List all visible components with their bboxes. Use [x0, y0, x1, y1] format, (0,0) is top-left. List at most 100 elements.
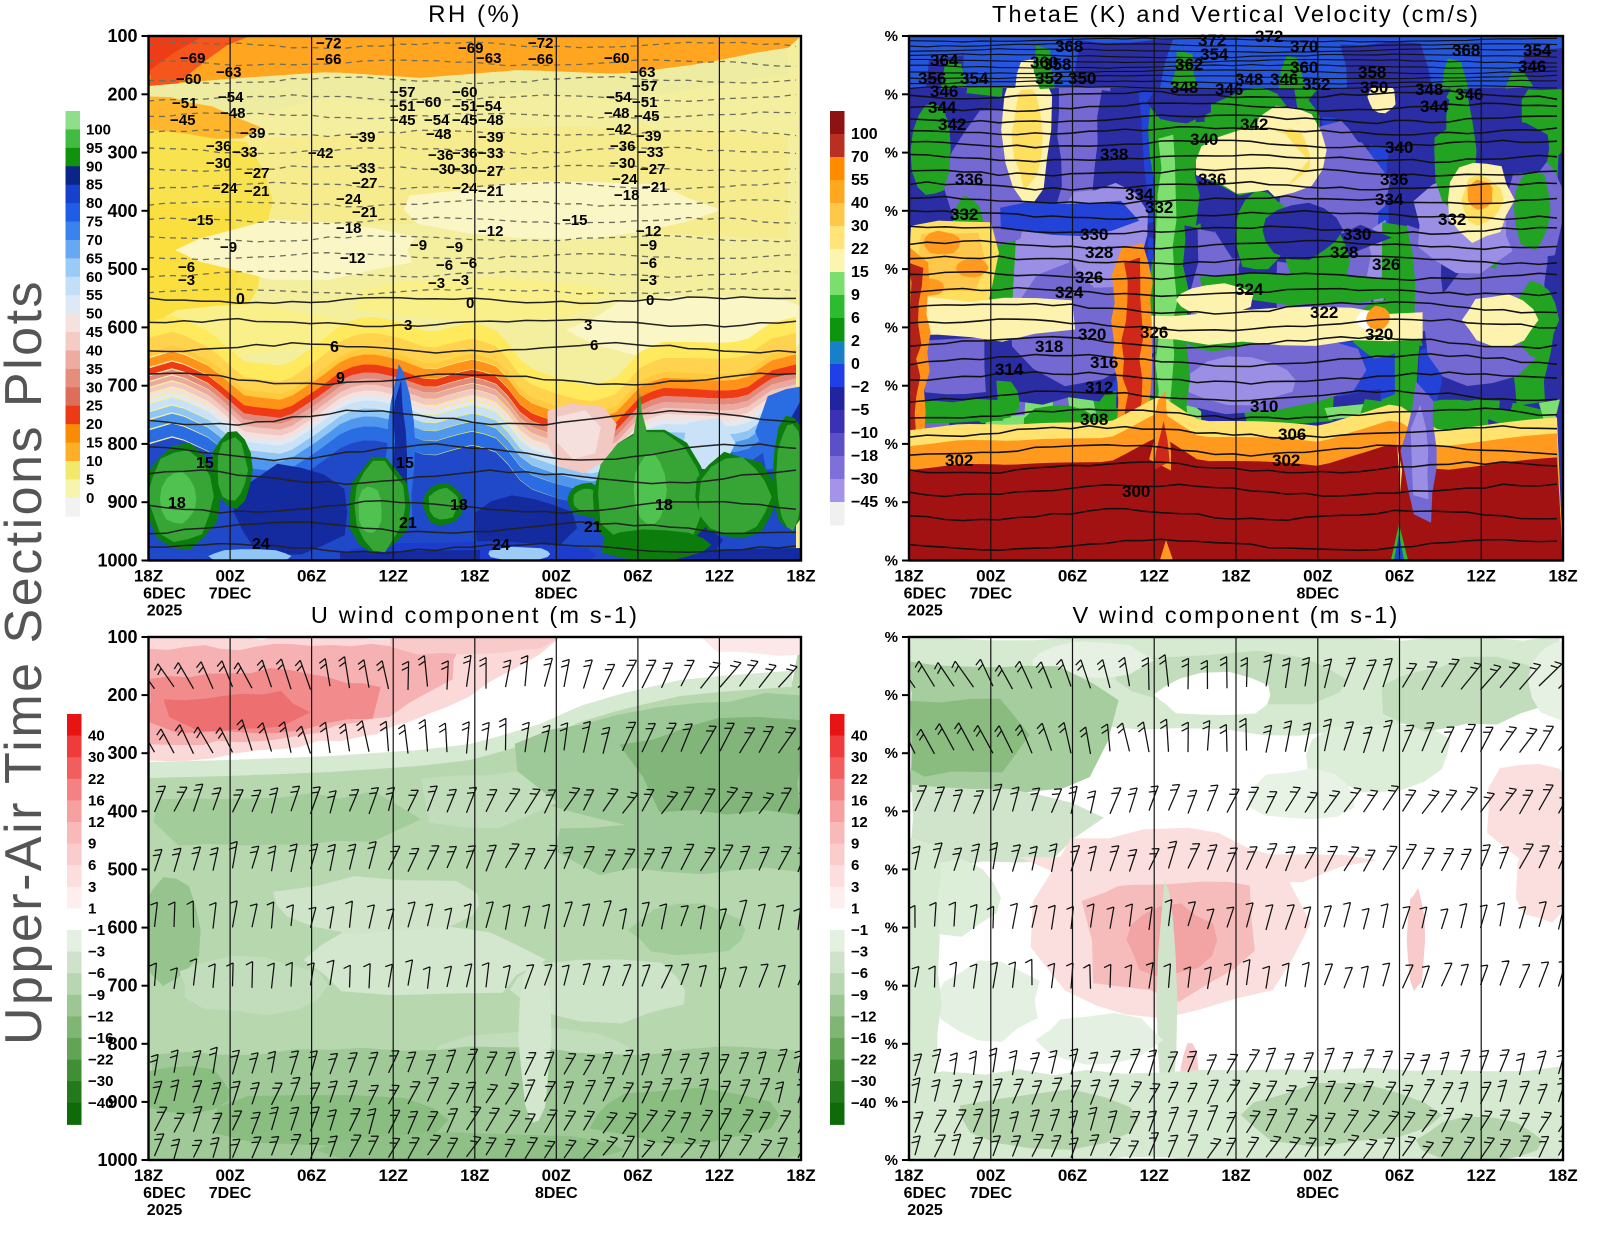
svg-text:3: 3 — [404, 317, 412, 334]
svg-text:8DEC: 8DEC — [535, 586, 578, 603]
svg-text:356: 356 — [918, 69, 946, 88]
svg-text:%: % — [885, 1036, 898, 1053]
svg-text:−10: −10 — [851, 425, 878, 442]
svg-text:1000: 1000 — [97, 1150, 137, 1170]
svg-text:362: 362 — [1175, 55, 1203, 74]
svg-text:−45: −45 — [452, 112, 477, 129]
svg-text:3: 3 — [88, 879, 96, 896]
svg-text:−63: −63 — [630, 64, 655, 81]
svg-text:−22: −22 — [88, 1052, 113, 1069]
svg-text:348: 348 — [1415, 80, 1443, 99]
svg-text:336: 336 — [1198, 170, 1226, 189]
svg-text:350: 350 — [1068, 69, 1096, 88]
svg-text:−9: −9 — [640, 237, 657, 254]
svg-text:0: 0 — [851, 356, 860, 373]
svg-text:7DEC: 7DEC — [209, 586, 252, 603]
svg-text:−18: −18 — [614, 187, 639, 204]
svg-text:06Z: 06Z — [297, 1166, 326, 1185]
svg-text:200: 200 — [107, 685, 137, 705]
svg-text:24: 24 — [252, 536, 270, 553]
svg-text:18Z: 18Z — [786, 567, 815, 586]
svg-text:45: 45 — [86, 324, 103, 341]
svg-text:−48: −48 — [220, 105, 245, 122]
svg-text:−9: −9 — [410, 237, 427, 254]
svg-text:00Z: 00Z — [1303, 567, 1332, 586]
svg-text:−60: −60 — [452, 84, 477, 101]
svg-text:−36: −36 — [428, 147, 453, 164]
svg-text:20: 20 — [86, 416, 103, 433]
svg-text:−24: −24 — [452, 180, 478, 197]
svg-text:9: 9 — [88, 836, 96, 853]
svg-text:00Z: 00Z — [542, 1166, 571, 1185]
svg-text:22: 22 — [88, 771, 105, 788]
svg-text:352: 352 — [1035, 69, 1063, 88]
svg-text:368: 368 — [1055, 37, 1083, 56]
svg-text:21: 21 — [399, 515, 417, 532]
svg-text:−15: −15 — [188, 212, 213, 229]
svg-text:%: % — [885, 920, 898, 937]
svg-text:346: 346 — [1270, 70, 1298, 89]
svg-text:700: 700 — [107, 976, 137, 996]
svg-text:8DEC: 8DEC — [1296, 586, 1339, 603]
svg-text:2025: 2025 — [147, 1202, 183, 1219]
svg-text:06Z: 06Z — [623, 1166, 652, 1185]
svg-text:−6: −6 — [640, 255, 657, 272]
svg-text:8DEC: 8DEC — [535, 1185, 578, 1202]
svg-text:12Z: 12Z — [1140, 1166, 1169, 1185]
svg-text:−27: −27 — [478, 163, 503, 180]
svg-text:348: 348 — [1170, 78, 1198, 97]
svg-text:%: % — [885, 494, 898, 511]
svg-text:−36: −36 — [206, 138, 231, 155]
svg-text:90: 90 — [86, 158, 103, 175]
svg-text:−12: −12 — [478, 223, 503, 240]
svg-text:−33: −33 — [638, 144, 663, 161]
svg-text:ThetaE (K) and Vertical Veloci: ThetaE (K) and Vertical Velocity (cm/s) — [992, 1, 1480, 27]
svg-text:18Z: 18Z — [894, 1166, 923, 1185]
svg-text:346: 346 — [1455, 85, 1483, 104]
svg-text:18: 18 — [168, 495, 186, 512]
svg-text:328: 328 — [1085, 243, 1113, 262]
svg-text:−72: −72 — [316, 35, 341, 52]
svg-text:50: 50 — [86, 306, 103, 323]
svg-text:70: 70 — [86, 232, 103, 249]
svg-text:320: 320 — [1078, 325, 1106, 344]
svg-text:0: 0 — [86, 490, 94, 507]
svg-text:−6: −6 — [851, 965, 868, 982]
svg-text:%: % — [885, 687, 898, 704]
svg-text:06Z: 06Z — [1058, 567, 1087, 586]
svg-text:−30: −30 — [851, 1073, 876, 1090]
svg-text:65: 65 — [86, 250, 103, 267]
svg-text:−54: −54 — [606, 89, 632, 106]
svg-text:12Z: 12Z — [705, 567, 734, 586]
svg-text:352: 352 — [1302, 75, 1330, 94]
svg-text:12Z: 12Z — [1140, 567, 1169, 586]
svg-text:360: 360 — [1030, 53, 1058, 72]
svg-text:358: 358 — [1043, 55, 1071, 74]
svg-text:−5: −5 — [851, 402, 869, 419]
svg-text:2025: 2025 — [907, 603, 943, 620]
svg-text:−45: −45 — [634, 108, 659, 125]
svg-text:−3: −3 — [851, 944, 868, 961]
svg-text:12: 12 — [88, 814, 105, 831]
svg-text:15: 15 — [851, 264, 869, 281]
svg-text:9: 9 — [851, 287, 860, 304]
svg-text:%: % — [885, 1152, 898, 1169]
svg-text:12Z: 12Z — [705, 1166, 734, 1185]
svg-text:−40: −40 — [88, 1095, 113, 1112]
svg-text:2025: 2025 — [907, 1202, 943, 1219]
svg-text:−39: −39 — [478, 129, 503, 146]
svg-text:−30: −30 — [430, 161, 455, 178]
svg-text:00Z: 00Z — [215, 1166, 244, 1185]
svg-text:1000: 1000 — [97, 551, 137, 571]
svg-text:12: 12 — [851, 814, 868, 831]
svg-text:%: % — [885, 28, 898, 45]
svg-text:−21: −21 — [352, 204, 377, 221]
svg-text:00Z: 00Z — [1303, 1166, 1332, 1185]
svg-text:−51: −51 — [390, 98, 415, 115]
svg-text:500: 500 — [107, 859, 137, 879]
svg-text:%: % — [885, 978, 898, 995]
svg-text:16: 16 — [851, 792, 868, 809]
svg-text:−22: −22 — [851, 1052, 876, 1069]
svg-text:%: % — [885, 745, 898, 762]
svg-text:−21: −21 — [478, 183, 503, 200]
